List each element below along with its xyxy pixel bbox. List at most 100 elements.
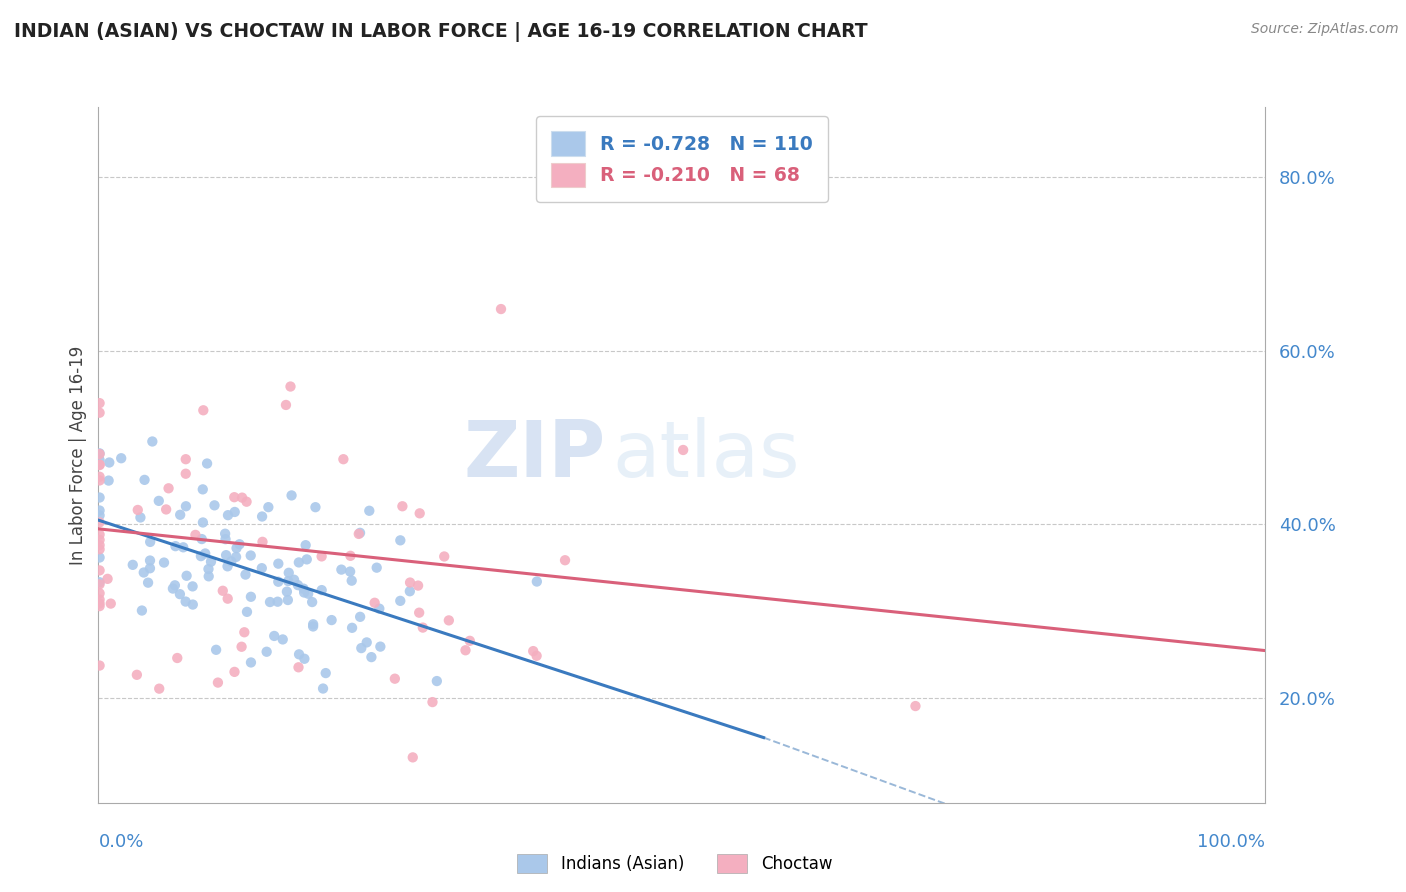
- Point: [157, 481, 180, 495]
- Point: [294, 652, 316, 666]
- Point: [250, 561, 273, 575]
- Point: [267, 557, 290, 571]
- Point: [194, 546, 217, 560]
- Text: Source: ZipAtlas.com: Source: ZipAtlas.com: [1251, 22, 1399, 37]
- Text: atlas: atlas: [612, 417, 800, 493]
- Point: [231, 491, 253, 505]
- Point: [350, 641, 373, 656]
- Point: [89, 474, 111, 488]
- Point: [204, 499, 226, 513]
- Point: [162, 582, 184, 596]
- Point: [370, 640, 392, 654]
- Point: [197, 569, 219, 583]
- Point: [312, 681, 335, 696]
- Point: [139, 553, 162, 567]
- Point: [217, 559, 239, 574]
- Point: [283, 573, 305, 587]
- Point: [224, 665, 246, 679]
- Point: [169, 508, 191, 522]
- Point: [330, 563, 353, 577]
- Point: [235, 494, 257, 508]
- Point: [349, 525, 371, 540]
- Point: [224, 490, 246, 504]
- Point: [274, 398, 297, 412]
- Point: [169, 587, 191, 601]
- Point: [366, 560, 388, 574]
- Point: [389, 594, 412, 608]
- Point: [311, 583, 333, 598]
- Point: [398, 584, 420, 599]
- Y-axis label: In Labor Force | Age 16-19: In Labor Force | Age 16-19: [69, 345, 87, 565]
- Point: [176, 568, 198, 582]
- Point: [311, 549, 333, 564]
- Point: [288, 648, 311, 662]
- Point: [458, 633, 481, 648]
- Point: [225, 541, 247, 555]
- Point: [89, 458, 111, 472]
- Point: [287, 660, 309, 674]
- Point: [127, 503, 149, 517]
- Point: [295, 552, 318, 566]
- Point: [363, 596, 385, 610]
- Point: [280, 379, 302, 393]
- Point: [391, 500, 413, 514]
- Point: [89, 508, 111, 523]
- Point: [89, 542, 111, 557]
- Point: [190, 549, 212, 563]
- Point: [554, 553, 576, 567]
- Point: [339, 549, 361, 563]
- Point: [100, 597, 122, 611]
- Point: [360, 650, 382, 665]
- Point: [184, 528, 207, 542]
- Point: [89, 396, 111, 410]
- Point: [181, 598, 204, 612]
- Point: [89, 575, 111, 590]
- Point: [181, 579, 204, 593]
- Point: [422, 695, 444, 709]
- Legend: R = -0.728   N = 110, R = -0.210   N = 68: R = -0.728 N = 110, R = -0.210 N = 68: [536, 117, 828, 202]
- Point: [302, 617, 325, 632]
- Point: [225, 549, 247, 564]
- Point: [277, 593, 299, 607]
- Point: [339, 565, 361, 579]
- Point: [89, 453, 111, 467]
- Point: [454, 643, 477, 657]
- Point: [340, 621, 363, 635]
- Point: [121, 558, 143, 572]
- Point: [205, 642, 228, 657]
- Point: [89, 527, 111, 541]
- Point: [131, 603, 153, 617]
- Point: [207, 675, 229, 690]
- Point: [408, 606, 430, 620]
- Point: [315, 666, 337, 681]
- Point: [294, 538, 316, 552]
- Point: [217, 591, 239, 606]
- Point: [174, 467, 197, 481]
- Point: [89, 592, 111, 607]
- Point: [426, 674, 449, 689]
- Point: [193, 403, 215, 417]
- Point: [141, 434, 163, 449]
- Point: [165, 539, 187, 553]
- Point: [195, 457, 218, 471]
- Point: [89, 538, 111, 552]
- Point: [97, 572, 120, 586]
- Point: [368, 601, 391, 615]
- Point: [297, 587, 319, 601]
- Point: [526, 648, 548, 663]
- Point: [136, 575, 159, 590]
- Point: [399, 575, 422, 590]
- Point: [89, 406, 111, 420]
- Point: [190, 532, 212, 546]
- Point: [256, 645, 278, 659]
- Point: [134, 473, 156, 487]
- Point: [89, 446, 111, 460]
- Point: [277, 566, 299, 580]
- Point: [389, 533, 412, 548]
- Point: [214, 532, 236, 546]
- Point: [304, 500, 326, 515]
- Point: [412, 621, 434, 635]
- Point: [287, 578, 309, 592]
- Point: [235, 567, 257, 582]
- Point: [174, 452, 197, 467]
